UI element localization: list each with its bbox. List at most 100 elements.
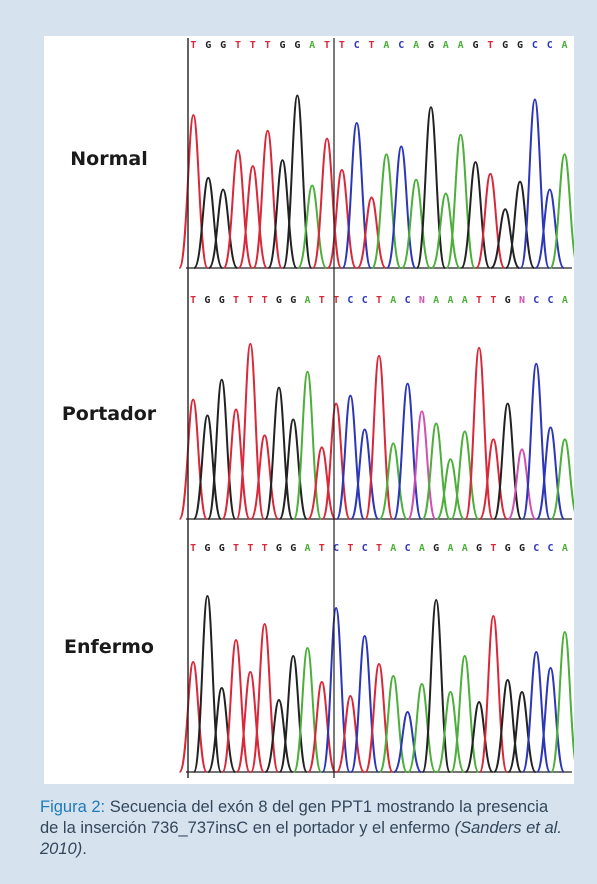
trace-peak-G (207, 378, 237, 520)
sequence-base-G: G (220, 40, 226, 51)
caption-text: Secuencia del exón 8 del gen PPT1 mostra… (40, 798, 549, 837)
trace-peak-G (490, 208, 521, 269)
trace-peak-T (478, 438, 508, 520)
trace-peak-A (435, 690, 466, 773)
sequence-base-A: A (305, 543, 311, 554)
sequence-base-A: A (562, 40, 568, 51)
trace-peak-N (507, 448, 537, 520)
trace-peak-T (222, 149, 254, 269)
sequence-base-T: T (376, 295, 382, 306)
trace-peak-G (207, 686, 237, 773)
caption-label: Figura 2: (40, 798, 106, 816)
trace-peak-N (407, 410, 437, 520)
trace-peak-T (250, 434, 280, 520)
trace-peak-A (549, 153, 574, 269)
sequence-base-T: T (476, 295, 482, 306)
sequence-base-C: C (532, 40, 538, 51)
sequence-base-T: T (324, 40, 330, 51)
trace-peak-G (460, 161, 491, 269)
sequence-base-C: C (405, 543, 411, 554)
sequence-base-G: G (294, 40, 300, 51)
trace-peak-A (445, 133, 476, 269)
trace-peak-G (192, 594, 223, 773)
trace-peak-T (237, 165, 268, 269)
trace-peak-C (350, 428, 380, 520)
sequence-base-C: C (354, 40, 360, 51)
sequence-base-G: G (279, 40, 285, 51)
trace-peak-C (393, 710, 423, 773)
sequence-base-A: A (309, 40, 315, 51)
trace-peak-T (335, 694, 365, 773)
sequence-base-T: T (235, 40, 241, 51)
trace-peak-C (335, 394, 365, 520)
trace-peak-C (350, 634, 380, 773)
row-label-enfermo: Enfermo (64, 636, 154, 658)
sequence-base-A: A (462, 543, 468, 554)
trace-peak-A (297, 184, 328, 269)
sequence-base-T: T (319, 295, 325, 306)
sequence-base-C: C (405, 295, 411, 306)
sequence-base-T: T (319, 543, 325, 554)
sequence-base-A: A (562, 543, 568, 554)
sequence-base-T: T (250, 40, 256, 51)
sequence-base-G: G (290, 295, 296, 306)
trace-peak-G (282, 94, 313, 269)
sequence-base-G: G (517, 40, 523, 51)
sequence-base-T: T (490, 295, 496, 306)
sequence-base-T: T (369, 40, 375, 51)
sequence-base-A: A (462, 295, 468, 306)
sequence-base-G: G (219, 543, 225, 554)
trace-peak-A (435, 458, 466, 520)
trace-peak-G (264, 698, 294, 773)
sequence-base-C: C (362, 543, 368, 554)
sequence-base-T: T (487, 40, 493, 51)
trace-peak-T (311, 137, 343, 269)
sequence-base-C: C (548, 295, 554, 306)
trace-peak-A (450, 430, 480, 520)
sequence-base-T: T (190, 295, 196, 306)
trace-peak-C (521, 362, 551, 520)
trace-peak-C (521, 650, 551, 773)
trace-peak-G (208, 188, 239, 269)
trace-peak-G (493, 678, 523, 773)
trace-peak-A (371, 153, 402, 269)
sequence-base-T: T (233, 295, 239, 306)
sequence-base-G: G (472, 40, 478, 51)
sequence-base-A: A (419, 543, 425, 554)
trace-peak-A (430, 192, 461, 269)
sequence-base-G: G (204, 295, 210, 306)
trace-peak-G (415, 106, 447, 269)
trace-peak-C (386, 145, 417, 269)
trace-peak-T (326, 168, 357, 269)
sequence-base-T: T (233, 543, 239, 554)
sequence-base-G: G (505, 543, 511, 554)
trace-peak-T (464, 346, 494, 520)
trace-peak-T (235, 342, 265, 520)
trace-peak-T (478, 614, 508, 773)
trace-peak-A (378, 442, 408, 520)
trace-peak-C (519, 98, 550, 269)
trace-peak-G (278, 418, 308, 520)
trace-peak-T (178, 114, 209, 269)
sequence-base-A: A (562, 295, 568, 306)
trace-peak-G (267, 159, 298, 269)
trace-peak-T (221, 408, 251, 520)
sequence-base-A: A (443, 40, 449, 51)
trace-peak-T (321, 402, 351, 520)
sequence-base-C: C (533, 295, 539, 306)
sequence-base-A: A (390, 295, 396, 306)
sequence-base-T: T (490, 543, 496, 554)
sequence-base-G: G (476, 543, 482, 554)
trace-peak-T (178, 398, 208, 520)
sequence-base-A: A (383, 40, 389, 51)
sequence-base-T: T (347, 543, 353, 554)
sequence-base-C: C (547, 40, 553, 51)
trace-peak-G (464, 700, 494, 773)
sequence-base-G: G (519, 543, 525, 554)
trace-peak-A (401, 178, 432, 269)
trace-peak-T (178, 660, 208, 773)
trace-peak-C (535, 666, 566, 773)
sequence-base-G: G (290, 543, 296, 554)
